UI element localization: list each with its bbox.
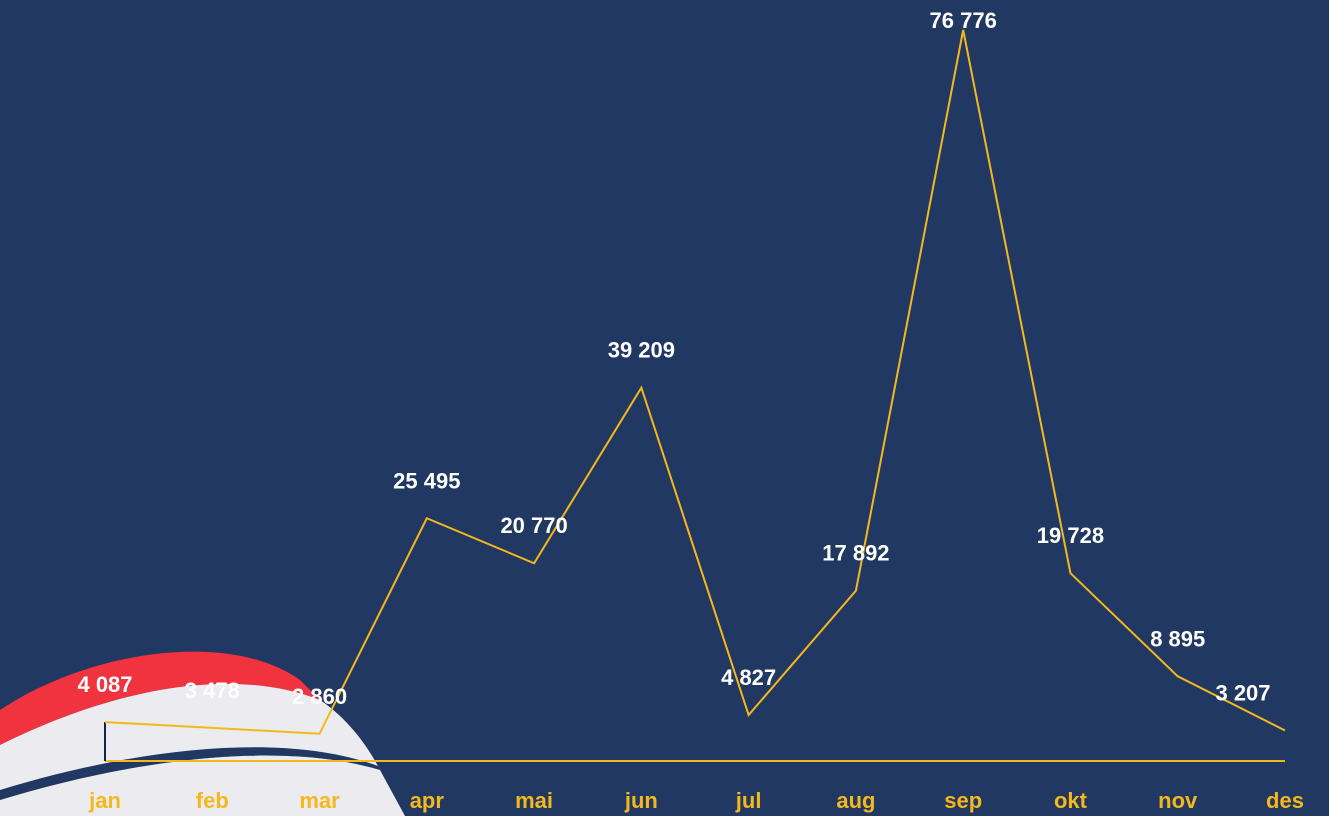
value-label: 3 478 xyxy=(185,678,240,703)
value-label: 3 207 xyxy=(1215,680,1270,705)
x-tick-label: feb xyxy=(196,788,229,813)
page: {"chart_data": {"type": "line", "categor… xyxy=(0,0,1329,816)
value-label: 4 827 xyxy=(721,665,776,690)
value-label: 17 892 xyxy=(822,541,889,566)
value-label: 19 728 xyxy=(1037,523,1104,548)
x-tick-label: jul xyxy=(735,788,762,813)
x-tick-label: okt xyxy=(1054,788,1088,813)
value-label: 39 209 xyxy=(608,338,675,363)
x-tick-label: des xyxy=(1266,788,1304,813)
value-label: 4 087 xyxy=(77,672,132,697)
x-tick-label: mai xyxy=(515,788,553,813)
value-label: 20 770 xyxy=(500,513,567,538)
x-tick-label: nov xyxy=(1158,788,1198,813)
x-tick-label: aug xyxy=(836,788,875,813)
x-tick-label: jun xyxy=(624,788,658,813)
x-tick-label: mar xyxy=(299,788,340,813)
x-tick-label: jan xyxy=(88,788,121,813)
value-label: 8 895 xyxy=(1150,626,1205,651)
value-label: 25 495 xyxy=(393,468,460,493)
value-label: 2 860 xyxy=(292,684,347,709)
x-tick-label: apr xyxy=(410,788,445,813)
chart: 4 087 jan 3 478 feb 2 860 mar 25 495 apr 20 770 m… xyxy=(0,0,1329,816)
value-label: 76 776 xyxy=(930,8,997,33)
x-tick-label: sep xyxy=(944,788,982,813)
